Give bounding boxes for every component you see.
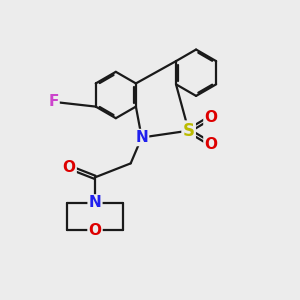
Text: O: O <box>88 223 101 238</box>
Text: O: O <box>204 136 218 152</box>
Text: O: O <box>204 110 218 125</box>
Text: S: S <box>183 122 195 140</box>
Text: N: N <box>135 130 148 145</box>
Text: N: N <box>88 195 101 210</box>
Text: O: O <box>63 160 76 175</box>
Text: F: F <box>48 94 59 110</box>
